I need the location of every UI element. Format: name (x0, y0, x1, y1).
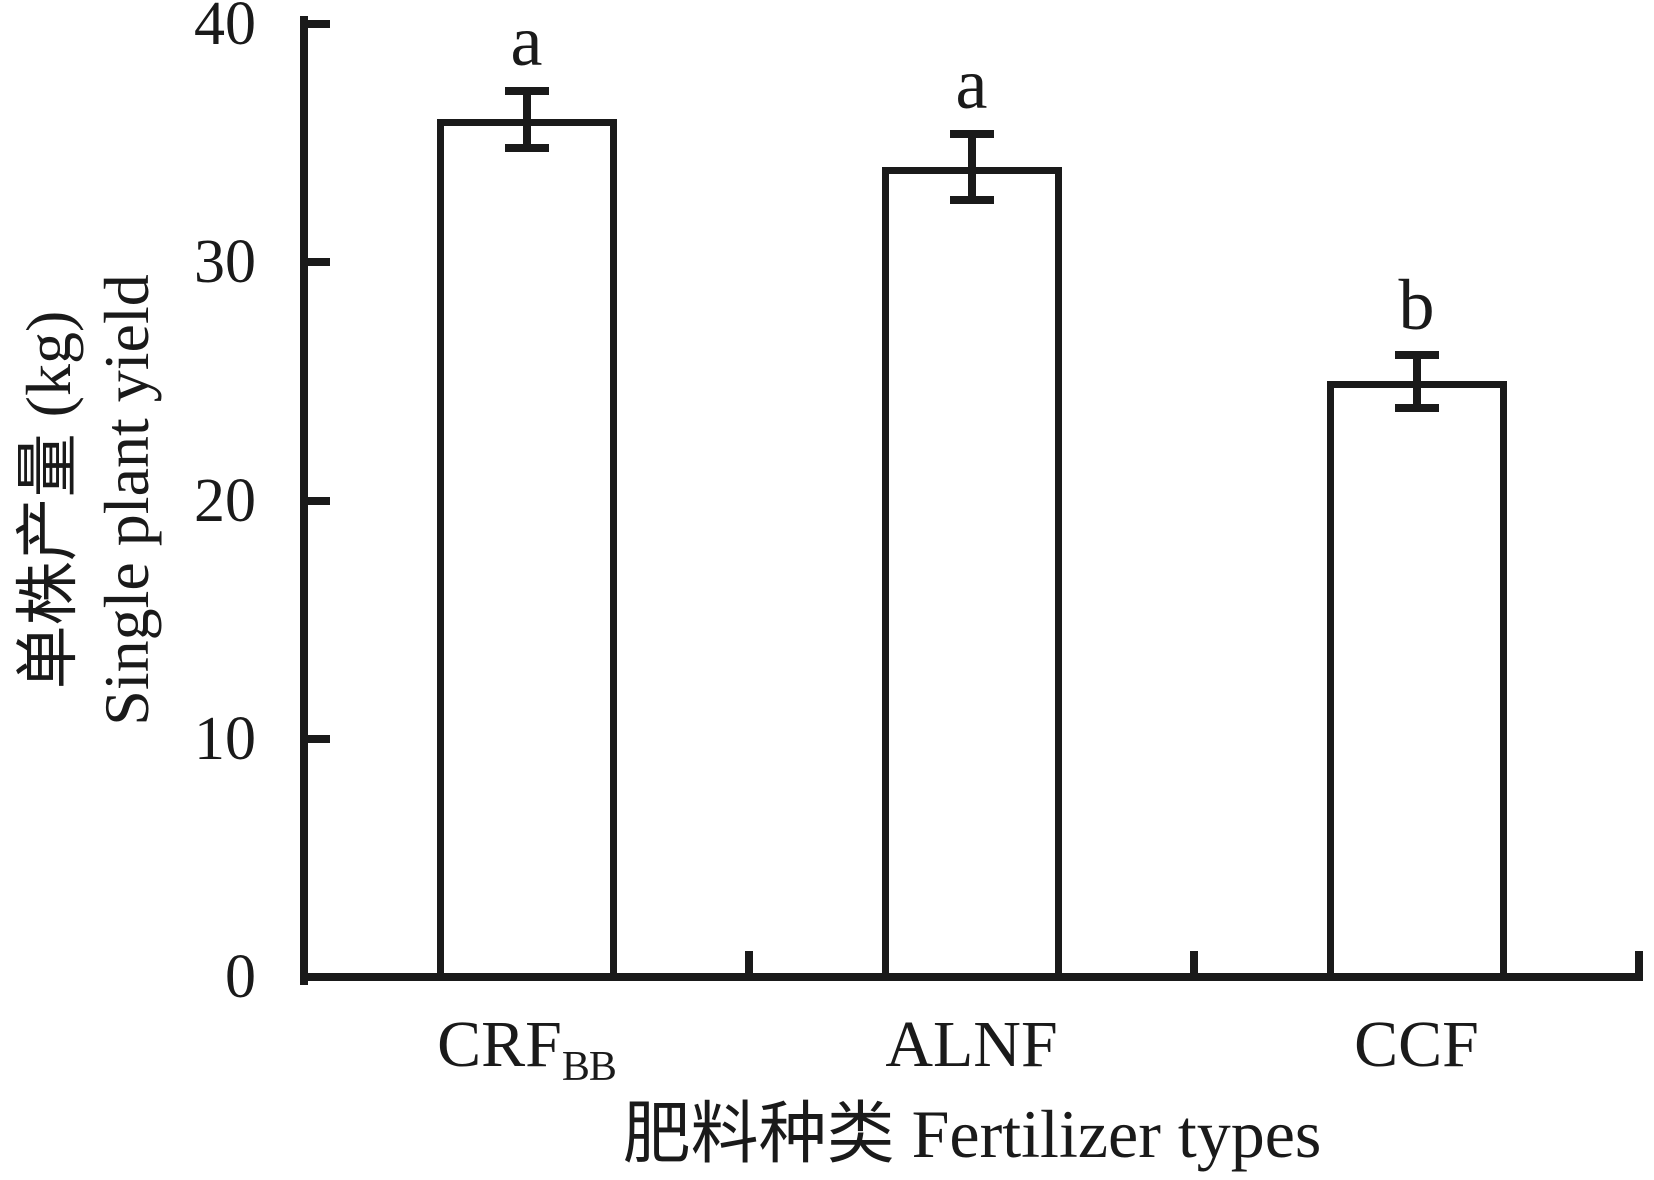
y-tick (308, 496, 330, 505)
bar-crf (436, 119, 617, 973)
y-axis-title-zh: 单株产量 (kg) (13, 310, 84, 690)
category-label-subscript: BB (561, 1044, 617, 1090)
bar-alnf (881, 166, 1062, 973)
x-axis-line (300, 973, 1643, 981)
y-tick (308, 734, 330, 743)
x-tick-2 (1190, 951, 1198, 973)
x-axis-title: 肥料种类 Fertilizer types (622, 1096, 1322, 1172)
sig-letter-alnf: a (955, 43, 988, 124)
error-bar-cap-top-alnf (949, 129, 994, 138)
error-bar-cap-bottom-ccf (1394, 403, 1439, 412)
sig-letter-crf: a (510, 0, 543, 81)
category-label-text: CCF (1354, 1008, 1479, 1081)
error-bar-line-crf (522, 90, 531, 148)
bar-ccf (1326, 381, 1507, 973)
y-axis-title: 单株产量 (kg) Single plant yield (10, 274, 166, 726)
category-label-text: ALNF (885, 1008, 1058, 1081)
error-bar-cap-top-crf (504, 86, 549, 95)
x-tick-3 (1635, 951, 1643, 973)
y-tick (308, 20, 330, 28)
x-tick-1 (745, 951, 753, 973)
y-axis-line (300, 16, 308, 985)
sig-letter-ccf: b (1398, 265, 1435, 346)
category-label-ccf: CCF (1197, 1008, 1637, 1082)
y-tick-label: 0 (225, 943, 256, 1011)
error-bar-line-ccf (1412, 355, 1421, 408)
category-label-crf: CRFBB (307, 1008, 747, 1088)
error-bar-cap-bottom-crf (504, 143, 549, 152)
category-label-text: CRF (437, 1008, 562, 1081)
y-tick (308, 973, 330, 981)
y-tick-label: 30 (194, 228, 256, 297)
error-bar-line-alnf (967, 133, 976, 201)
category-label-alnf: ALNF (752, 1008, 1192, 1082)
y-tick-label: 40 (194, 0, 256, 58)
error-bar-cap-bottom-alnf (949, 196, 994, 205)
error-bar-cap-top-ccf (1394, 351, 1439, 360)
y-axis-title-en: Single plant yield (91, 274, 162, 726)
y-tick-label: 10 (194, 704, 256, 773)
y-tick-label: 20 (194, 466, 256, 535)
y-tick (308, 258, 330, 267)
